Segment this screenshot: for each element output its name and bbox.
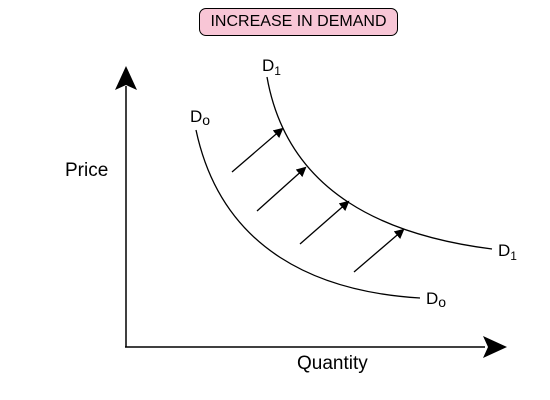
shift-arrow xyxy=(353,228,405,273)
shift-arrow xyxy=(231,127,284,173)
y-axis-arrowhead xyxy=(115,66,137,90)
shift-arrow xyxy=(256,166,307,212)
x-axis-label: Quantity xyxy=(297,353,368,374)
d0-top-label: Do xyxy=(190,107,210,128)
demand-curve-d1 xyxy=(266,76,493,250)
shift-arrow xyxy=(299,200,350,245)
diagram-title: INCREASE IN DEMAND xyxy=(199,8,398,36)
demand-curve-d0 xyxy=(195,129,421,299)
d1-bottom-label: D1 xyxy=(498,241,517,263)
x-axis-arrowhead xyxy=(483,336,507,358)
d1-top-label: D1 xyxy=(262,56,281,78)
d0-bottom-label: Do xyxy=(426,289,446,310)
y-axis-label: Price xyxy=(65,160,108,181)
